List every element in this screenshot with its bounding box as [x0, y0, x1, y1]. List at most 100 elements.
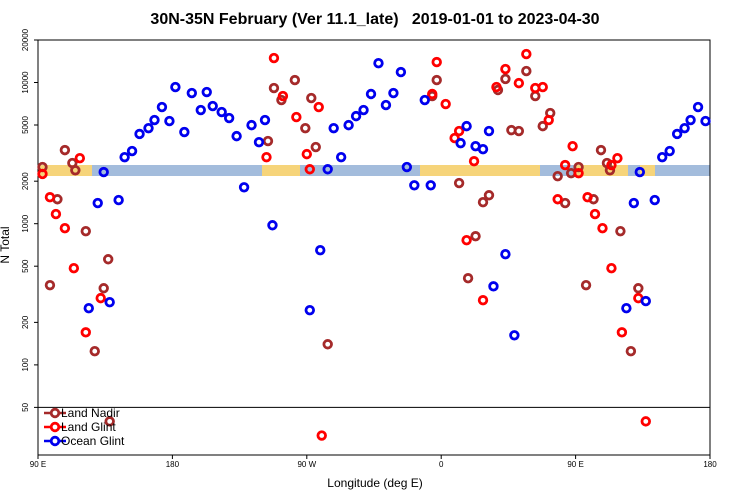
- point: [634, 166, 646, 178]
- point: [425, 180, 436, 191]
- point: [621, 303, 632, 314]
- point: [431, 74, 442, 86]
- point: [595, 144, 607, 156]
- point: [262, 135, 274, 147]
- point: [59, 144, 71, 156]
- land-band: [640, 165, 655, 176]
- point: [470, 231, 481, 242]
- point: [315, 245, 326, 256]
- point: [573, 167, 584, 179]
- point: [380, 99, 392, 111]
- point: [156, 101, 168, 113]
- point: [358, 104, 369, 116]
- point: [606, 159, 617, 171]
- legend-marker: [49, 421, 61, 433]
- point: [350, 110, 362, 122]
- point: [92, 197, 103, 209]
- point: [268, 52, 280, 64]
- point: [453, 125, 465, 137]
- point: [582, 192, 593, 203]
- point: [649, 194, 660, 206]
- legend-label: Land Glint: [61, 420, 116, 434]
- point: [616, 327, 628, 338]
- point: [552, 170, 563, 182]
- point: [427, 88, 438, 100]
- point: [80, 225, 91, 237]
- point: [306, 92, 317, 104]
- point: [604, 165, 616, 176]
- point: [316, 430, 327, 441]
- point: [488, 281, 499, 292]
- point: [449, 132, 460, 144]
- point: [102, 254, 114, 265]
- point: [335, 151, 347, 163]
- point: [477, 196, 489, 208]
- point: [70, 165, 81, 176]
- point: [119, 151, 130, 163]
- y-tick-label: 1000: [21, 214, 30, 232]
- point: [164, 115, 175, 127]
- point: [692, 101, 704, 113]
- y-tick-label: 2000: [21, 172, 30, 190]
- point: [246, 119, 257, 131]
- point: [552, 194, 563, 205]
- point: [401, 161, 413, 173]
- land-band: [575, 165, 628, 176]
- legend-marker: [49, 435, 61, 447]
- point: [231, 130, 242, 142]
- point: [589, 208, 601, 220]
- point: [419, 94, 430, 106]
- y-tick-label: 10000: [21, 71, 30, 94]
- y-axis-label: N Total: [0, 226, 12, 263]
- point: [373, 57, 384, 69]
- point: [238, 182, 250, 193]
- point: [440, 98, 451, 110]
- y-tick-label: 500: [21, 259, 30, 273]
- point: [679, 122, 690, 134]
- point: [310, 141, 321, 153]
- point: [500, 63, 511, 75]
- y-tick-label: 5000: [21, 116, 30, 134]
- series: [83, 57, 711, 341]
- ocean-band: [38, 165, 710, 176]
- x-tick-label: 0: [439, 460, 444, 469]
- point: [259, 114, 271, 126]
- point: [68, 262, 80, 274]
- point: [170, 81, 181, 93]
- point: [500, 73, 511, 85]
- point: [521, 65, 532, 77]
- point: [625, 345, 637, 357]
- land-band: [38, 165, 92, 176]
- point: [461, 234, 472, 246]
- legend-label: Land Nadir: [61, 406, 120, 420]
- y-tick-label: 200: [21, 315, 30, 329]
- point: [216, 106, 227, 118]
- point: [640, 295, 651, 307]
- point: [580, 279, 592, 291]
- point: [615, 225, 626, 237]
- y-tick-label: 20000: [21, 28, 30, 51]
- point: [301, 148, 312, 160]
- x-tick-label: 90 E: [567, 460, 583, 469]
- point: [597, 223, 608, 234]
- point: [559, 159, 571, 171]
- point: [89, 345, 100, 357]
- point: [671, 128, 683, 140]
- point: [261, 151, 272, 163]
- point: [304, 164, 315, 175]
- point: [80, 327, 91, 338]
- legend-label: Ocean Glint: [61, 434, 125, 448]
- point: [50, 208, 62, 220]
- point: [104, 296, 115, 308]
- point: [573, 161, 584, 173]
- x-tick-label: 90 W: [297, 460, 316, 469]
- land-band: [420, 165, 540, 176]
- point: [685, 114, 696, 126]
- point: [491, 81, 502, 93]
- point: [149, 114, 160, 126]
- point: [477, 295, 489, 306]
- point: [453, 177, 465, 189]
- point: [98, 166, 109, 178]
